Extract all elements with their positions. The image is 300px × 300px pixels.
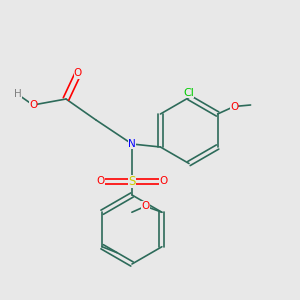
Text: O: O — [159, 176, 168, 187]
Text: O: O — [230, 101, 238, 112]
Text: N: N — [128, 139, 136, 149]
Text: O: O — [29, 100, 37, 110]
Text: O: O — [141, 201, 149, 211]
Text: H: H — [14, 89, 22, 100]
Text: O: O — [74, 68, 82, 79]
Text: Cl: Cl — [184, 88, 194, 98]
Text: S: S — [128, 175, 136, 188]
Text: O: O — [96, 176, 105, 187]
